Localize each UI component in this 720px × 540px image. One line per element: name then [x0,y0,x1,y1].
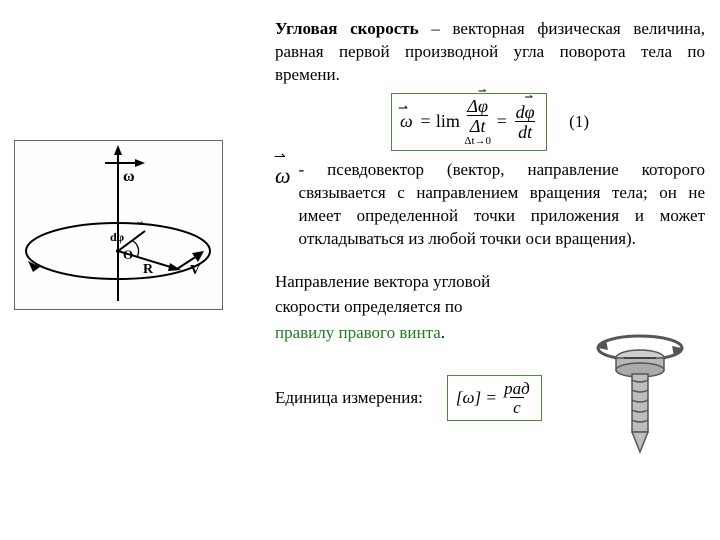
formula-box: ω⇀ = lim Δφ⇀ Δt Δt→0 = dφ⇀ dt [391,93,547,151]
omega-label: ω [123,168,135,185]
pseudovector-text: - псевдовектор (вектор, направление кото… [299,159,705,251]
rotation-svg: ω O R dφ V → [15,141,222,309]
unit-formula-box: [ω] = рад с [447,375,542,421]
definition-paragraph: Угловая скорость – векторная физическая … [275,18,705,87]
title-term: Угловая скорость [275,19,419,38]
direction-paragraph: Направление вектора угловой скорости опр… [275,269,565,346]
radius-label: R [143,262,154,277]
dphi-label: dφ [110,230,125,244]
unit-numerator: рад [504,380,530,397]
unit-label: Единица измерения: [275,388,423,408]
unit-row: Единица измерения: [ω] = рад с [275,375,705,421]
velocity-label: V [190,263,200,278]
content-column: Угловая скорость – векторная физическая … [275,18,705,421]
rotation-diagram: ω O R dφ V → [14,140,223,310]
pseudovector-paragraph: ω - псевдовектор (вектор, направление ко… [275,159,705,251]
svg-text:→: → [135,216,145,227]
direction-line2: скорости определяется по [275,297,463,316]
unit-denominator: с [510,397,524,416]
omega-symbol: ω [275,159,291,191]
equation-number: (1) [569,112,589,132]
direction-line1: Направление вектора угловой [275,272,490,291]
equation-row: ω⇀ = lim Δφ⇀ Δt Δt→0 = dφ⇀ dt (1) [275,93,705,151]
right-hand-rule: правилу правого винта [275,323,441,342]
